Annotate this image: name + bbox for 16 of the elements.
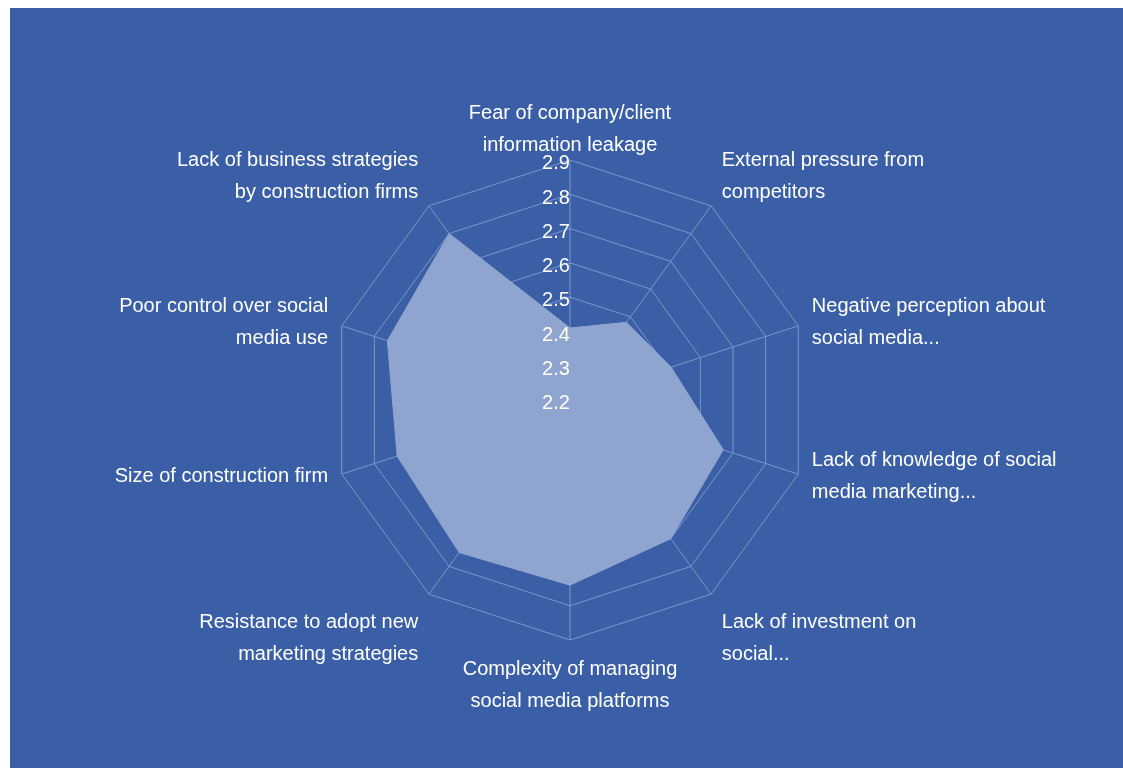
spoke-label: Resistance to adopt new marketing strategies — [199, 609, 419, 664]
y-tick-label: 2.6 — [542, 254, 570, 277]
spoke-label: Lack of business strategies by construction firms — [176, 148, 419, 203]
spoke-label: Lack of investment on social... — [721, 609, 917, 664]
spoke-label: Poor control over social media use — [119, 294, 329, 349]
y-tick-label: 2.3 — [542, 357, 570, 379]
y-tick-label: 2.5 — [542, 288, 570, 311]
y-tick-label: 2.2 — [542, 391, 570, 414]
y-tick-label: 2.4 — [542, 322, 570, 345]
spoke-label: External pressure from competitors — [721, 148, 925, 203]
y-tick-label: 2.7 — [542, 219, 570, 242]
y-tick-label: 2.8 — [542, 185, 570, 208]
spoke-label: Negative perception about social media... — [811, 294, 1046, 349]
spoke-label: Size of construction firm — [114, 463, 329, 486]
spoke-label: Complexity of managing social media platforms — [462, 657, 678, 712]
spoke-label: Lack of knowledge of social media marketing... — [811, 447, 1057, 502]
